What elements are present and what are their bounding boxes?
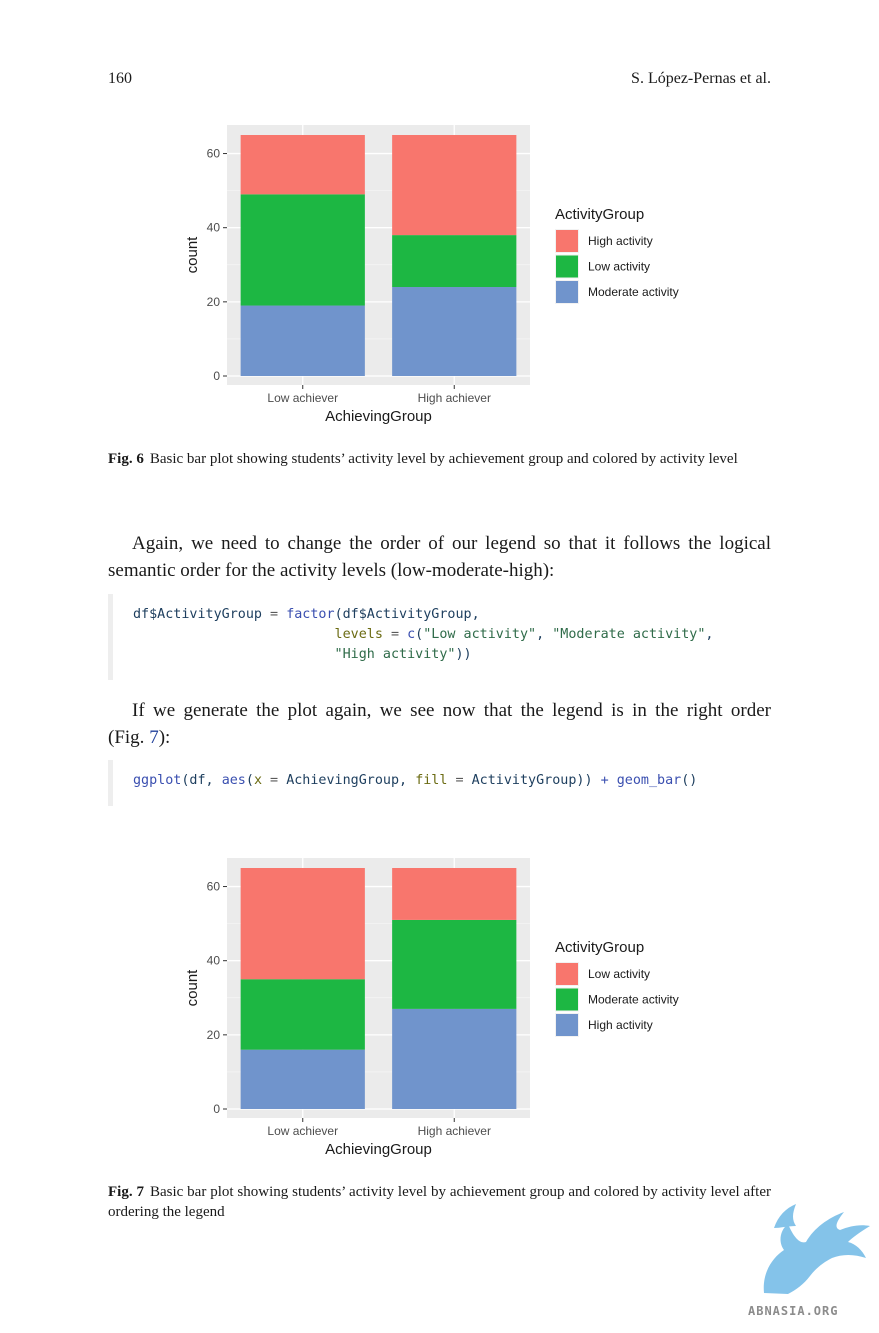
fig6-xtick-label-0: Low achiever xyxy=(267,391,338,405)
code1-eq-2: = xyxy=(382,627,408,642)
figure-7-caption: Fig. 7 Basic bar plot showing students’ a… xyxy=(108,1182,771,1222)
figure-7-caption-text: Basic bar plot showing students’ activit… xyxy=(108,1184,771,1220)
fig6-legend-label-0: High activity xyxy=(588,234,653,248)
watermark-text: ABNASIA.ORG xyxy=(748,1304,839,1318)
fig6-legend-swatch-2 xyxy=(556,281,578,303)
fig7-bar-low-achiever-moderate-activity xyxy=(240,979,365,1050)
code2-eq2: = xyxy=(447,773,472,788)
code1-indent-2 xyxy=(133,627,335,642)
paragraph-2-text-b: ): xyxy=(158,727,171,748)
fig7-bar-high-achiever-high-activity xyxy=(392,1008,517,1109)
fig7-ylabel: count xyxy=(184,969,201,1007)
code2-eq1: = xyxy=(262,773,287,788)
code2-fn-ggplot: ggplot xyxy=(133,773,182,788)
figure-7-chart: 0 20 40 60 Low achiever High achiever Achievin… xyxy=(180,851,740,1161)
code2-v2: ActivityGroup)) xyxy=(471,773,601,788)
fig7-xtick-label-1: High achiever xyxy=(418,1124,491,1138)
fig6-legend-title: ActivityGroup xyxy=(555,206,644,223)
figure-6-chart: 0 20 40 60 Low achiever High achiever Achievin… xyxy=(180,118,740,428)
figure-6-label: Fig. 6 xyxy=(108,451,144,467)
fig6-ytick-label-40: 40 xyxy=(207,221,221,235)
code1-eq: = xyxy=(262,607,287,622)
watermark-logo: ABNASIA.ORG xyxy=(744,1198,879,1328)
fig6-bar-low-achiever-moderate-activity xyxy=(240,305,365,376)
code1-arg-levels: levels xyxy=(334,627,383,642)
fig6-legend-label-1: Low activity xyxy=(588,260,650,274)
fig7-ytick-label-60: 60 xyxy=(207,880,221,894)
page-number: 160 xyxy=(108,70,132,87)
page-header: 160 S. López-Pernas et al. xyxy=(108,70,771,92)
code1-open: ( xyxy=(415,627,424,642)
paragraph-generate-again: If we generate the plot again, we see no… xyxy=(108,697,771,751)
fig6-ylabel: count xyxy=(184,236,201,274)
figure-6-caption-text: Basic bar plot showing students’ activit… xyxy=(149,451,738,467)
fig7-ytick-label-40: 40 xyxy=(207,954,221,968)
fig6-bar-low-achiever-high-activity xyxy=(240,135,365,195)
fig7-legend-swatch-0 xyxy=(556,963,578,985)
code2-plus: + xyxy=(600,773,617,788)
code1-obj: df$ActivityGroup xyxy=(133,607,262,622)
figure-7-reference-link[interactable]: 7 xyxy=(149,727,159,748)
fig7-legend-label-0: Low activity xyxy=(588,967,650,981)
fig6-legend-label-2: Moderate activity xyxy=(588,285,679,299)
fig7-legend-label-1: Moderate activity xyxy=(588,993,679,1007)
fig7-ytick-label-0: 0 xyxy=(213,1102,220,1116)
code2-v1: AchievingGroup, xyxy=(286,773,416,788)
code2-arg-fill: fill xyxy=(415,773,448,788)
code1-str-moderate: "Moderate activity" xyxy=(552,627,706,642)
fig6-bar-high-achiever-high-activity xyxy=(392,135,517,236)
fig6-bar-low-achiever-low-activity xyxy=(240,194,365,306)
fig6-xlabel: AchievingGroup xyxy=(325,408,432,425)
figure-7-label: Fig. 7 xyxy=(108,1184,144,1200)
fig6-legend-swatch-1 xyxy=(556,255,578,278)
code2-fn-geom-bar: geom_bar xyxy=(616,773,682,788)
code2-p2: ( xyxy=(245,773,254,788)
fig7-svg: 0 20 40 60 Low achiever High achiever Achievin… xyxy=(184,858,679,1158)
fig7-bar-low-achiever-low-activity xyxy=(240,868,365,980)
code1-indent-3 xyxy=(133,647,335,662)
fig6-ytick-label-0: 0 xyxy=(213,369,220,383)
code1-str-low: "Low activity" xyxy=(423,627,537,642)
paragraph-legend-order: Again, we need to change the order of ou… xyxy=(108,533,771,581)
paragraph-2-text-a: If we generate the plot again, we see no… xyxy=(108,700,771,748)
fig7-xtick-label-0: Low achiever xyxy=(267,1124,338,1138)
code2-arg-x: x xyxy=(253,773,262,788)
code1-fn-factor: factor xyxy=(286,607,335,622)
code1-args: (df$ActivityGroup, xyxy=(334,607,480,622)
fig6-bar-high-achiever-moderate-activity xyxy=(392,287,517,376)
code1-fn-c: c xyxy=(407,627,416,642)
code-block-ggplot: ggplot(df, aes(x = AchievingGroup, fill … xyxy=(108,760,771,806)
fig7-legend-title: ActivityGroup xyxy=(555,939,644,956)
fig7-legend-label-2: High activity xyxy=(588,1018,653,1032)
fig7-legend-swatch-1 xyxy=(556,988,578,1011)
fig6-ytick-label-60: 60 xyxy=(207,147,221,161)
fig6-legend-swatch-0 xyxy=(556,230,578,252)
fig6-xtick-label-1: High achiever xyxy=(418,391,491,405)
fig7-ytick-label-20: 20 xyxy=(207,1028,221,1042)
code2-p1: (df, xyxy=(181,773,222,788)
figure-6-caption: Fig. 6 Basic bar plot showing students’ a… xyxy=(108,449,771,469)
code1-comma: , xyxy=(536,627,553,642)
fig7-bar-high-achiever-moderate-activity xyxy=(392,919,517,1009)
code1-end-2: , xyxy=(705,627,714,642)
code-block-factor: df$ActivityGroup = factor(df$ActivityGro… xyxy=(108,594,771,680)
fig7-legend-swatch-2 xyxy=(556,1014,578,1036)
fig7-bar-low-achiever-high-activity xyxy=(240,1049,365,1109)
code1-end-3: )) xyxy=(455,647,472,662)
fig7-bar-high-achiever-low-activity xyxy=(392,868,517,920)
fig6-svg: 0 20 40 60 Low achiever High achiever Achievin… xyxy=(184,125,679,425)
fig6-bar-high-achiever-low-activity xyxy=(392,235,517,288)
code2-fn-aes: aes xyxy=(221,773,246,788)
fig7-xlabel: AchievingGroup xyxy=(325,1141,432,1158)
griffin-icon xyxy=(763,1204,870,1294)
fig6-ytick-label-20: 20 xyxy=(207,295,221,309)
running-authors: S. López-Pernas et al. xyxy=(631,70,771,87)
code1-str-high: "High activity" xyxy=(334,647,456,662)
code2-p3: () xyxy=(681,773,698,788)
